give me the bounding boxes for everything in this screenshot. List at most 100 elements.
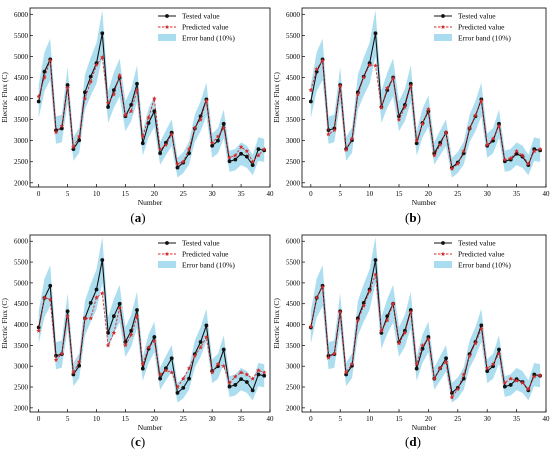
legend-tested-label: Tested value bbox=[182, 12, 220, 21]
predicted-value-point bbox=[256, 153, 261, 158]
x-tick-label: 20 bbox=[425, 415, 433, 423]
x-tick-label: 15 bbox=[122, 190, 130, 198]
panel-label-open: ( bbox=[130, 210, 134, 225]
tested-value-point bbox=[233, 383, 238, 387]
tested-value-point bbox=[36, 99, 41, 104]
predicted-value-point bbox=[186, 365, 192, 371]
legend-band-label: Error band (10%) bbox=[458, 261, 511, 270]
y-tick-label: 6000 bbox=[14, 11, 29, 19]
legend-predicted-label: Predicted value bbox=[458, 250, 505, 259]
y-tick-label: 2000 bbox=[286, 179, 301, 187]
predicted-value-point bbox=[396, 340, 402, 346]
predicted-value-point bbox=[88, 79, 93, 84]
x-tick-label: 35 bbox=[238, 190, 246, 198]
predicted-value-point bbox=[82, 96, 88, 101]
predicted-value-point bbox=[408, 309, 414, 314]
legend-tested-marker bbox=[441, 14, 445, 18]
x-tick-label: 10 bbox=[93, 190, 101, 198]
x-tick-label: 0 bbox=[309, 190, 313, 198]
x-tick-label: 15 bbox=[396, 190, 404, 198]
x-tick-label: 35 bbox=[513, 190, 521, 198]
predicted-value-point bbox=[157, 372, 163, 377]
predicted-value-point bbox=[59, 351, 65, 356]
predicted-value-point bbox=[432, 153, 437, 158]
tested-value-point bbox=[485, 369, 490, 374]
tested-value-point bbox=[361, 300, 366, 305]
tested-value-point bbox=[244, 154, 249, 159]
predicted-value-point bbox=[343, 370, 349, 375]
panel-label: (a) bbox=[130, 210, 145, 225]
predicted-value-point bbox=[238, 370, 244, 375]
predicted-value-point bbox=[484, 142, 490, 147]
tested-value-point bbox=[227, 159, 232, 164]
error-band-area bbox=[310, 236, 541, 403]
x-tick-label: 5 bbox=[338, 415, 342, 423]
tested-value-point bbox=[221, 347, 226, 352]
predicted-value-point bbox=[105, 343, 111, 348]
panel-label-close: ) bbox=[141, 210, 145, 225]
tested-value-point bbox=[233, 157, 238, 162]
legend-band-swatch bbox=[158, 261, 176, 268]
plot-frame bbox=[301, 7, 547, 188]
predicted-value-point bbox=[320, 58, 325, 63]
tested-value-point bbox=[169, 356, 174, 361]
predicted-value-point bbox=[502, 380, 508, 385]
predicted-value-point bbox=[250, 376, 255, 381]
panel-label-open: ( bbox=[405, 210, 409, 225]
y-tick-label: 3000 bbox=[286, 137, 301, 145]
predicted-value-point bbox=[94, 295, 99, 300]
y-tick-label: 2500 bbox=[286, 384, 301, 392]
tested-value-point bbox=[373, 258, 378, 262]
tested-value-point bbox=[175, 390, 180, 395]
predicted-value-point bbox=[140, 361, 146, 366]
tested-value-point bbox=[250, 163, 255, 167]
tested-value-point bbox=[158, 151, 163, 156]
predicted-value-point bbox=[426, 106, 431, 111]
predicted-value-line bbox=[310, 59, 541, 170]
x-tick-label: 35 bbox=[513, 415, 521, 423]
predicted-value-point bbox=[192, 353, 198, 358]
predicted-value-point bbox=[526, 386, 531, 391]
predicted-value-point bbox=[36, 328, 41, 333]
predicted-value-point bbox=[320, 284, 325, 289]
y-tick-label: 4000 bbox=[14, 95, 29, 103]
x-tick-label: 10 bbox=[366, 415, 374, 423]
predicted-value-point bbox=[48, 58, 53, 63]
tested-value-point bbox=[373, 31, 378, 36]
predicted-value-point bbox=[100, 290, 105, 296]
x-axis-title: Number bbox=[412, 423, 437, 432]
tested-value-point bbox=[414, 366, 419, 371]
plot-frame bbox=[29, 234, 271, 413]
plot-frame bbox=[301, 234, 547, 413]
predicted-value-point bbox=[215, 361, 221, 366]
y-tick-label: 4000 bbox=[286, 321, 301, 329]
predicted-value-point bbox=[76, 359, 82, 364]
y-tick-label: 5500 bbox=[14, 259, 29, 267]
y-tick-label: 3500 bbox=[14, 342, 29, 350]
predicted-value-point bbox=[420, 343, 425, 348]
x-tick-label: 30 bbox=[484, 415, 492, 423]
predicted-value-point bbox=[134, 87, 140, 93]
predicted-value-point bbox=[496, 351, 502, 356]
predicted-value-point bbox=[100, 54, 105, 60]
predicted-value-line bbox=[38, 56, 265, 165]
predicted-value-point bbox=[244, 148, 250, 154]
y-tick-label: 5000 bbox=[14, 279, 29, 287]
tested-value-point bbox=[262, 373, 267, 378]
tested-value-point bbox=[175, 165, 180, 170]
predicted-value-point bbox=[437, 365, 443, 371]
predicted-value-point bbox=[204, 334, 209, 339]
chart-panel-4: 2000 2500 3000 3500 4000 4500 5000 5500 6000 0 5 10… bbox=[272, 234, 550, 449]
y-tick-label: 3500 bbox=[14, 116, 29, 124]
tested-value-point bbox=[135, 308, 139, 312]
predicted-value-point bbox=[146, 345, 151, 350]
predicted-value-point bbox=[537, 146, 543, 151]
predicted-value-point bbox=[420, 121, 425, 126]
predicted-value-point bbox=[123, 343, 128, 348]
y-tick-label: 4000 bbox=[286, 95, 301, 103]
panel-label-open: ( bbox=[131, 434, 135, 449]
y-tick-label: 3500 bbox=[286, 342, 301, 350]
predicted-value-point bbox=[261, 146, 267, 151]
legend-tested-label: Tested value bbox=[182, 239, 220, 248]
legend-band-label: Error band (10%) bbox=[458, 34, 511, 43]
